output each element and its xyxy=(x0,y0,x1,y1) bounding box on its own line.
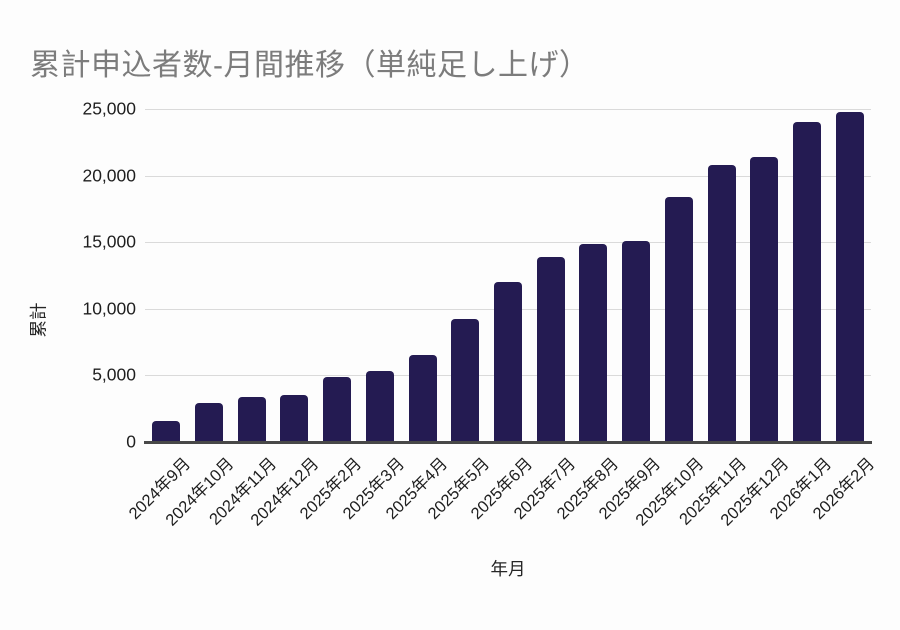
bar[interactable] xyxy=(579,243,608,442)
bar[interactable] xyxy=(792,122,821,442)
bar[interactable] xyxy=(280,394,309,442)
chart-title: 累計申込者数-月間推移（単純足し上げ） xyxy=(30,49,590,82)
bar[interactable] xyxy=(750,156,779,442)
bar[interactable] xyxy=(451,319,480,442)
x-axis-title: 年月 xyxy=(490,559,526,579)
bar[interactable] xyxy=(494,282,522,442)
bar[interactable] xyxy=(835,111,864,442)
bar[interactable] xyxy=(408,355,437,442)
y-tick-labels: 0 5,000 10,000 15,000 20,000 25,000 xyxy=(0,99,136,452)
bar[interactable] xyxy=(323,376,352,442)
bar[interactable] xyxy=(664,196,693,442)
bar[interactable] xyxy=(365,371,394,442)
gridline xyxy=(145,109,871,110)
bar[interactable] xyxy=(707,164,736,442)
bar[interactable] xyxy=(152,420,181,442)
y-tick-label: 10,000 xyxy=(82,298,136,319)
y-tick-label: 20,000 xyxy=(82,165,136,186)
bar[interactable] xyxy=(536,256,565,442)
plot-area xyxy=(144,109,872,444)
y-tick-label: 15,000 xyxy=(82,231,136,252)
y-tick-label: 25,000 xyxy=(82,98,136,119)
gridline xyxy=(145,175,871,177)
bar[interactable] xyxy=(622,240,651,442)
y-tick-label: 0 xyxy=(126,431,136,452)
bar[interactable] xyxy=(195,402,224,442)
y-tick-label: 5,000 xyxy=(92,364,136,385)
bar[interactable] xyxy=(237,396,266,442)
gridline xyxy=(145,242,871,244)
x-axis-line xyxy=(144,441,872,444)
